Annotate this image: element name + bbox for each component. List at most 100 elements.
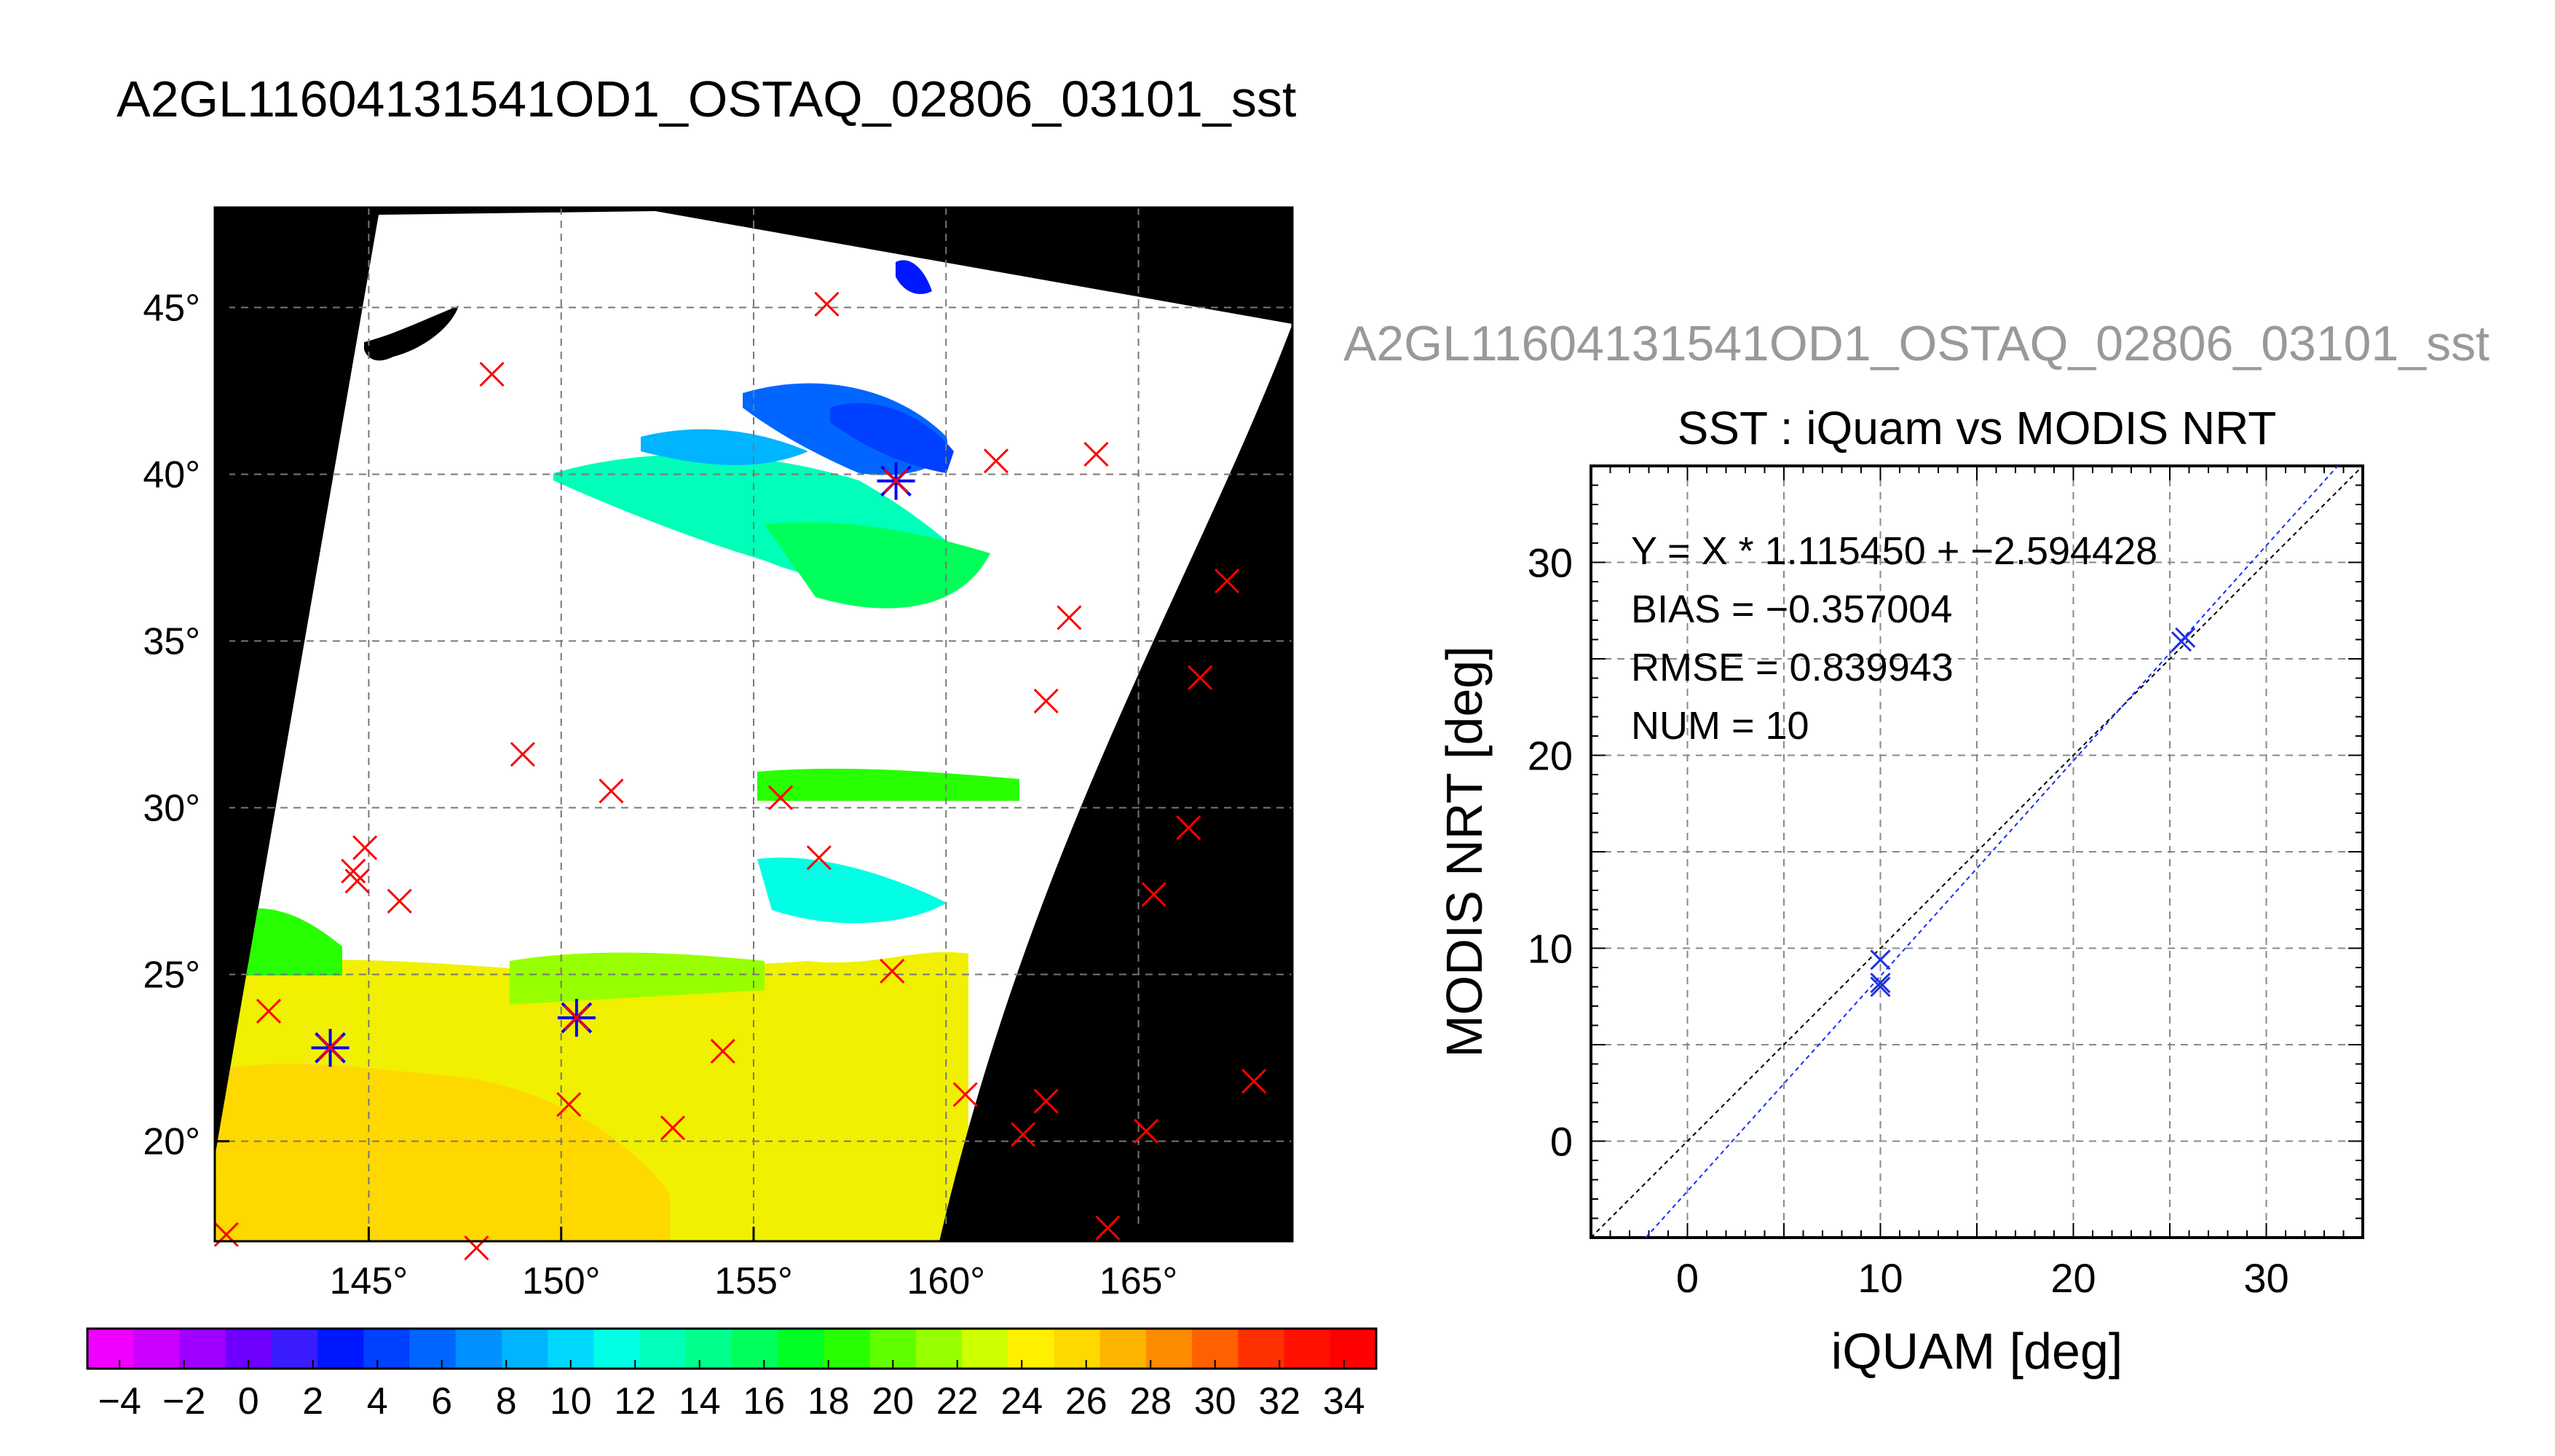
y-tick-label: 20 [1528,733,1573,779]
sst-map: 145° 150° 155° 160° 165° 20° 25° 30° 35° 40° 45° [143,206,1294,1302]
scatter-point [1870,973,1891,994]
sst-patches [215,260,1019,1241]
iquam-marker-stroke-b [983,448,1009,474]
colorbar-cell [1054,1329,1101,1369]
iquam-marker [510,742,535,767]
iquam-marker [1176,815,1201,841]
iquam-marker [1215,568,1240,594]
colorbar-cell [455,1329,502,1369]
lat-tick-label: 25° [143,954,200,997]
iquam-marker [599,778,624,804]
iquam-marker [1134,1118,1159,1144]
colorbar-cell [133,1329,181,1369]
lat-tick-label: 45° [143,287,200,329]
lat-tick-label: 20° [143,1121,200,1163]
map-lon-labels: 145° 150° 155° 160° 165° [330,1260,1178,1302]
iquam-marker-stroke-b [556,1092,582,1117]
scatter-point-stroke-b [1870,949,1891,970]
colorbar-tick-label: 28 [1129,1380,1172,1423]
iquam-marker [556,1092,582,1117]
matched-marker [557,999,596,1037]
iquam-marker-stroke-b [352,835,378,860]
iquam-marker [880,958,905,984]
matched-marker-red-stroke-b [564,1005,589,1031]
iquam-marker [952,1082,978,1107]
colorbar-labels: −4 −2 0 2 4 6 8 10 12 14 16 18 20 22 24 26 28 30 32 34 [98,1360,1365,1423]
iquam-marker [1188,665,1213,690]
lat-tick-label: 35° [143,620,200,662]
colorbar-cell [271,1329,318,1369]
iquam-marker [213,1222,239,1247]
scatter-points [1870,627,2196,997]
matched-marker-red-stroke-b [317,1035,343,1061]
colorbar-tick-label: 30 [1194,1380,1236,1423]
iquam-marker-stroke-b [767,785,794,810]
iquam-marker [352,835,378,860]
colorbar-tick-label: −4 [98,1380,141,1423]
colorbar-cell [732,1329,778,1369]
iquam-marker-stroke-b [710,1038,735,1064]
colorbar-tick-label: 16 [743,1380,785,1423]
iquam-marker [256,998,282,1024]
iquam-marker-stroke-b [213,1222,239,1247]
identity-line [1590,465,2364,1238]
iquam-marker-stroke-b [814,291,840,317]
matched-marker-red [883,468,909,494]
colorbar-tick-label: 18 [807,1380,850,1423]
iquam-marker [1033,688,1059,713]
colorbar-tick-label: 6 [431,1380,452,1423]
iquam-marker-stroke-b [341,858,366,884]
lon-tick-label: 150° [522,1260,601,1302]
colorbar-cell [962,1329,1008,1369]
colorbar-tick-label: −2 [162,1380,205,1423]
iquam-marker [341,858,366,884]
iquam-marker-stroke-b [464,1235,489,1261]
lon-tick-label: 165° [1099,1260,1178,1302]
annotation-bias: BIAS = −0.357004 [1631,587,1952,631]
iquam-marker [660,1115,686,1141]
colorbar-cell [685,1329,732,1369]
colorbar-cells [87,1329,1377,1369]
iquam-marker-stroke-b [1215,568,1240,594]
iquam-marker-stroke-b [1033,1088,1059,1114]
iquam-marker-stroke-b [1176,815,1201,841]
colorbar-cell [501,1329,548,1369]
iquam-marker-stroke-b [1033,688,1059,713]
map-lat-labels: 20° 25° 30° 35° 40° 45° [143,287,200,1163]
iquam-marker [806,845,832,871]
scatter-point-stroke-b [1870,973,1891,994]
matched-marker-red [564,1005,589,1031]
scatter-xlabel: iQUAM [deg] [1831,1323,2123,1380]
scatter-annotations: Y = X * 1.115450 + −2.594428 BIAS = −0.3… [1631,529,2157,748]
iquam-marker-stroke-b [1141,882,1166,907]
colorbar-tick-label: 14 [679,1380,721,1423]
colorbar-tick-label: 22 [936,1380,979,1423]
iquam-marker [479,361,505,387]
colorbar-cell [593,1329,641,1369]
scatter-point-stroke-b [2171,631,2192,652]
iquam-marker-stroke-b [1188,665,1213,690]
colorbar-cell [317,1329,364,1369]
matched-marker [311,1029,350,1067]
iquam-marker [1010,1122,1036,1147]
lat-tick-label: 30° [143,788,200,830]
colorbar-frame [86,1327,1378,1370]
map-frame [213,206,1294,1243]
colorbar-cell [179,1329,226,1369]
colorbar-tick-label: 4 [367,1380,388,1423]
colorbar-cell [1099,1329,1147,1369]
colorbar-cell [1238,1329,1285,1369]
iquam-marker-stroke-b [344,869,370,894]
map-markers [213,291,1267,1261]
colorbar-cell [915,1329,963,1369]
lon-tick-label: 155° [714,1260,793,1302]
lon-tick-label: 145° [330,1260,408,1302]
x-tick-label: 10 [1857,1255,1903,1301]
colorbar-tick-label: 32 [1258,1380,1300,1423]
colorbar: −4 −2 0 2 4 6 8 10 12 14 16 18 20 22 24 26 28 30 32 34 [86,1327,1378,1423]
colorbar-cell [778,1329,825,1369]
iquam-marker [983,448,1009,474]
iquam-marker-stroke-b [479,361,505,387]
colorbar-cell [1145,1329,1193,1369]
